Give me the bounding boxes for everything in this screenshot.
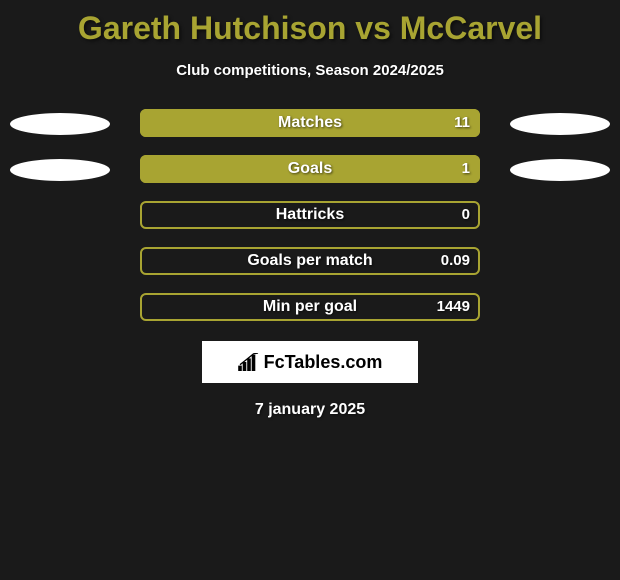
ellipse-right — [510, 159, 610, 181]
stat-row: Hattricks0 — [0, 201, 620, 229]
ellipse-left — [10, 159, 110, 181]
stat-row: Matches11 — [0, 109, 620, 137]
stat-row: Goals per match0.09 — [0, 247, 620, 275]
stat-value: 0.09 — [441, 247, 470, 275]
ellipse-right — [510, 113, 610, 135]
stat-row: Min per goal1449 — [0, 293, 620, 321]
stat-value: 0 — [462, 201, 470, 229]
stat-bar: Matches11 — [140, 109, 480, 137]
stat-label: Hattricks — [140, 201, 480, 229]
stat-row: Goals1 — [0, 155, 620, 183]
stats-container: Matches11 Goals1 Hattricks0 Goals per match… — [0, 109, 620, 321]
stat-bar: Hattricks0 — [140, 201, 480, 229]
stat-label: Goals per match — [140, 247, 480, 275]
stat-label: Min per goal — [140, 293, 480, 321]
stat-value: 11 — [454, 109, 470, 137]
chart-icon — [238, 353, 260, 371]
stat-bar: Goals1 — [140, 155, 480, 183]
stat-bar: Min per goal1449 — [140, 293, 480, 321]
stat-bar: Goals per match0.09 — [140, 247, 480, 275]
date-text: 7 january 2025 — [0, 401, 620, 419]
stat-value: 1 — [462, 155, 470, 183]
ellipse-left — [10, 113, 110, 135]
page-title: Gareth Hutchison vs McCarvel — [0, 0, 620, 47]
logo-box[interactable]: FcTables.com — [202, 341, 418, 383]
logo-text: FcTables.com — [264, 352, 383, 373]
subtitle: Club competitions, Season 2024/2025 — [0, 62, 620, 79]
stat-value: 1449 — [437, 293, 470, 321]
stat-label: Goals — [140, 155, 480, 183]
stat-label: Matches — [140, 109, 480, 137]
